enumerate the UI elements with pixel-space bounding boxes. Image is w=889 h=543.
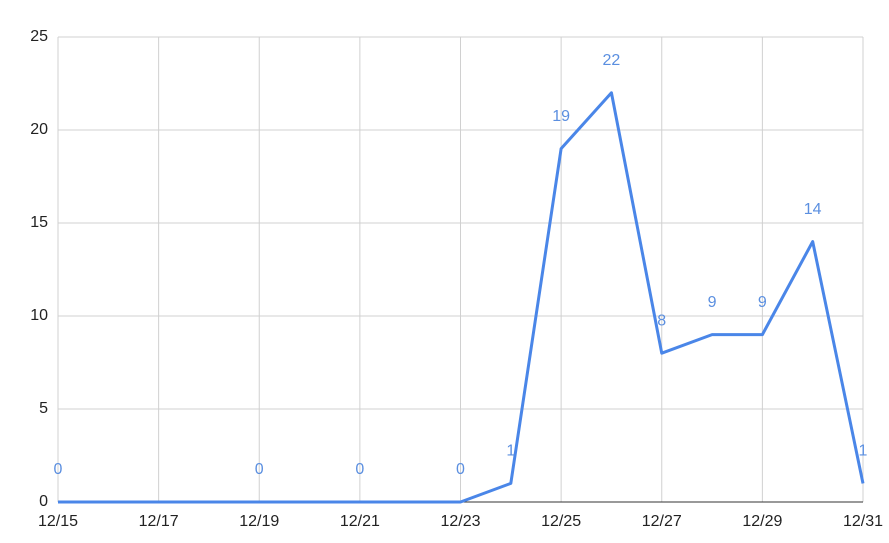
y-tick-label: 20 <box>30 121 48 138</box>
x-tick-label: 12/25 <box>541 513 581 530</box>
data-line <box>58 91 865 504</box>
data-label: 9 <box>758 294 767 311</box>
x-tick-label: 12/29 <box>742 513 782 530</box>
y-tick-label: 5 <box>39 400 48 417</box>
data-label: 1 <box>859 443 868 460</box>
data-label: 9 <box>708 294 717 311</box>
x-tick-label: 12/21 <box>340 513 380 530</box>
data-label: 0 <box>54 461 63 478</box>
y-tick-label: 15 <box>30 214 48 231</box>
y-tick-label: 0 <box>39 493 48 510</box>
x-tick-label: 12/23 <box>440 513 480 530</box>
x-tick-label: 12/27 <box>642 513 682 530</box>
data-label: 22 <box>603 52 621 69</box>
data-label: 14 <box>804 201 822 218</box>
y-tick-label: 10 <box>30 307 48 324</box>
x-tick-label: 12/19 <box>239 513 279 530</box>
data-label: 1 <box>506 443 515 460</box>
y-tick-label: 25 <box>30 28 48 45</box>
x-tick-label: 12/31 <box>843 513 883 530</box>
data-label: 8 <box>657 312 666 329</box>
x-tick-label: 12/17 <box>139 513 179 530</box>
x-tick-label: 12/15 <box>38 513 78 530</box>
data-label: 19 <box>552 108 570 125</box>
data-label: 0 <box>355 461 364 478</box>
data-label: 0 <box>456 461 465 478</box>
data-label: 0 <box>255 461 264 478</box>
